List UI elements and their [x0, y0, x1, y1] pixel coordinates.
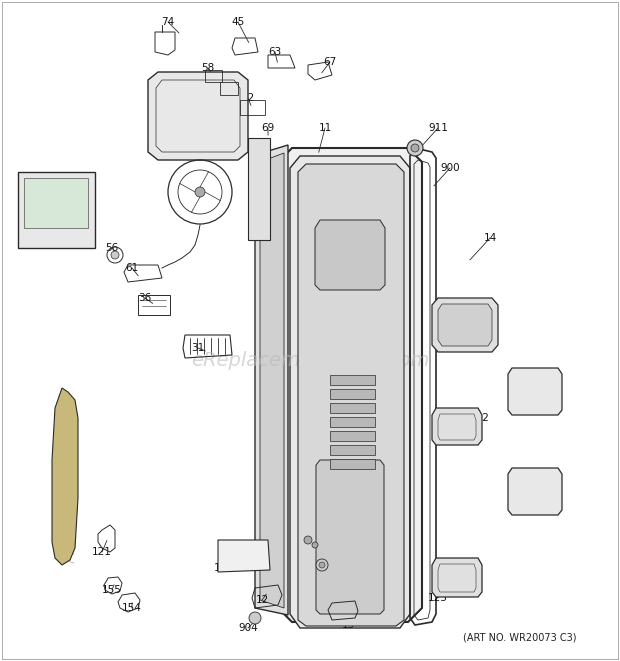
- Polygon shape: [330, 403, 375, 413]
- Text: 903: 903: [365, 595, 385, 605]
- Circle shape: [195, 187, 205, 197]
- Circle shape: [304, 536, 312, 544]
- Text: 69: 69: [262, 123, 275, 133]
- Polygon shape: [330, 375, 375, 385]
- Text: 63: 63: [268, 47, 281, 57]
- Text: 12: 12: [255, 595, 268, 605]
- Polygon shape: [218, 540, 270, 572]
- Text: 67: 67: [324, 57, 337, 67]
- Circle shape: [316, 559, 328, 571]
- Polygon shape: [148, 72, 248, 160]
- Polygon shape: [24, 178, 88, 228]
- Text: 74: 74: [161, 17, 175, 27]
- Polygon shape: [438, 304, 492, 346]
- Polygon shape: [260, 153, 284, 608]
- Polygon shape: [298, 164, 404, 626]
- Text: 1-LITR.: 1-LITR.: [215, 563, 250, 573]
- Circle shape: [411, 144, 419, 152]
- Text: PCG: PCG: [49, 200, 63, 206]
- Text: 911: 911: [428, 123, 448, 133]
- Polygon shape: [432, 558, 482, 597]
- Text: 7: 7: [59, 435, 65, 445]
- Circle shape: [111, 251, 119, 259]
- Text: 62: 62: [241, 93, 255, 103]
- Text: 56: 56: [105, 243, 118, 253]
- Polygon shape: [278, 148, 422, 622]
- Polygon shape: [315, 220, 385, 290]
- Text: 155: 155: [102, 585, 122, 595]
- Polygon shape: [330, 445, 375, 455]
- Text: 23: 23: [485, 303, 498, 313]
- Polygon shape: [290, 156, 410, 628]
- Text: 125: 125: [535, 383, 555, 393]
- Text: 124: 124: [525, 495, 545, 505]
- Text: 58: 58: [202, 63, 215, 73]
- Text: 15: 15: [342, 620, 355, 630]
- Circle shape: [319, 562, 325, 568]
- Text: 36: 36: [138, 293, 152, 303]
- Text: 900: 900: [440, 163, 460, 173]
- Polygon shape: [52, 388, 78, 565]
- Polygon shape: [508, 368, 562, 415]
- Circle shape: [312, 542, 318, 548]
- Text: 31: 31: [192, 343, 205, 353]
- Text: 122: 122: [470, 413, 490, 423]
- Polygon shape: [255, 145, 288, 615]
- Polygon shape: [432, 408, 482, 445]
- Polygon shape: [432, 298, 498, 352]
- Text: 45: 45: [231, 17, 245, 27]
- Polygon shape: [330, 431, 375, 441]
- Text: 61: 61: [125, 263, 139, 273]
- Text: (ART NO. WR20073 C3): (ART NO. WR20073 C3): [463, 633, 577, 643]
- Polygon shape: [316, 460, 384, 614]
- Circle shape: [407, 140, 423, 156]
- Polygon shape: [18, 172, 95, 248]
- Text: 14: 14: [484, 233, 497, 243]
- Text: 11: 11: [319, 123, 332, 133]
- Text: 154: 154: [122, 603, 142, 613]
- Circle shape: [249, 612, 261, 624]
- Polygon shape: [330, 459, 375, 469]
- Polygon shape: [508, 468, 562, 515]
- Text: 121: 121: [92, 547, 112, 557]
- Polygon shape: [248, 138, 270, 240]
- Text: 80: 80: [311, 550, 324, 560]
- Text: 93: 93: [21, 207, 35, 217]
- Polygon shape: [330, 389, 375, 399]
- Text: 72: 72: [218, 73, 232, 83]
- Polygon shape: [330, 417, 375, 427]
- Text: 904: 904: [238, 623, 258, 633]
- Text: 123: 123: [428, 593, 448, 603]
- Text: eReplacementParts.com: eReplacementParts.com: [191, 350, 429, 369]
